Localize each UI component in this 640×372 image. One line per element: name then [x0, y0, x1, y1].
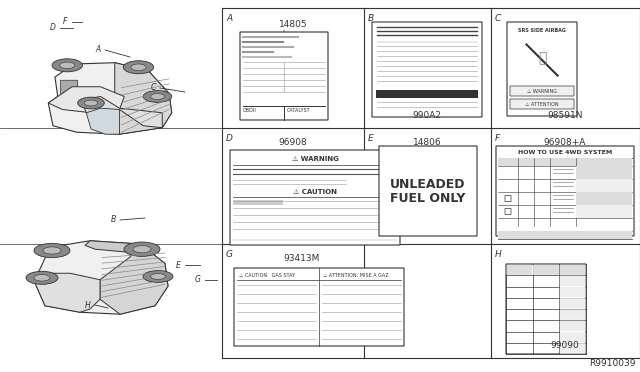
- Text: H: H: [495, 250, 502, 259]
- Text: B: B: [110, 215, 116, 224]
- FancyBboxPatch shape: [506, 264, 532, 275]
- Polygon shape: [48, 87, 124, 113]
- Text: F: F: [495, 134, 500, 143]
- Text: A: A: [95, 45, 100, 55]
- Ellipse shape: [131, 64, 146, 71]
- FancyBboxPatch shape: [233, 200, 283, 205]
- Text: CATALYST: CATALYST: [287, 108, 310, 112]
- Ellipse shape: [60, 62, 75, 68]
- Text: C: C: [150, 83, 156, 93]
- FancyBboxPatch shape: [234, 268, 404, 346]
- FancyBboxPatch shape: [372, 22, 482, 117]
- FancyBboxPatch shape: [576, 205, 632, 218]
- Text: 14805: 14805: [278, 20, 307, 29]
- FancyBboxPatch shape: [376, 90, 478, 98]
- FancyBboxPatch shape: [379, 146, 477, 236]
- Text: ⚠ ATTENTION: MISE A GAZ: ⚠ ATTENTION: MISE A GAZ: [323, 273, 388, 278]
- Text: D: D: [50, 23, 56, 32]
- Text: 99090: 99090: [550, 341, 579, 350]
- Text: 98591N: 98591N: [547, 111, 583, 120]
- Text: FUEL ONLY: FUEL ONLY: [390, 192, 466, 205]
- FancyBboxPatch shape: [510, 86, 574, 96]
- FancyBboxPatch shape: [560, 332, 586, 342]
- Text: E: E: [368, 134, 374, 143]
- Text: A: A: [226, 14, 232, 23]
- FancyBboxPatch shape: [240, 32, 328, 120]
- Polygon shape: [81, 96, 163, 128]
- FancyBboxPatch shape: [560, 298, 586, 308]
- Ellipse shape: [34, 243, 70, 258]
- Ellipse shape: [124, 61, 154, 74]
- Text: 14806: 14806: [413, 138, 442, 147]
- FancyBboxPatch shape: [560, 310, 586, 320]
- Text: R9910039: R9910039: [589, 359, 636, 368]
- Text: F: F: [63, 17, 67, 26]
- Ellipse shape: [150, 273, 166, 279]
- Text: ⚠ ATTENTION: ⚠ ATTENTION: [525, 102, 559, 106]
- Text: ⚠ WARNING: ⚠ WARNING: [292, 156, 339, 162]
- FancyBboxPatch shape: [506, 264, 586, 354]
- FancyBboxPatch shape: [560, 264, 586, 275]
- Ellipse shape: [124, 242, 160, 256]
- Ellipse shape: [150, 94, 164, 99]
- FancyBboxPatch shape: [230, 150, 400, 245]
- Text: 🚫: 🚫: [538, 51, 546, 65]
- Text: B: B: [368, 14, 374, 23]
- FancyBboxPatch shape: [510, 99, 574, 109]
- Ellipse shape: [52, 59, 83, 72]
- Text: 990A2: 990A2: [413, 111, 442, 120]
- Polygon shape: [100, 244, 168, 314]
- FancyBboxPatch shape: [61, 80, 77, 96]
- Ellipse shape: [84, 100, 98, 106]
- Ellipse shape: [77, 97, 104, 109]
- FancyBboxPatch shape: [496, 146, 634, 236]
- Text: H: H: [85, 301, 91, 310]
- Ellipse shape: [133, 246, 151, 253]
- Text: G: G: [195, 276, 201, 285]
- Text: ⚠ WARNING: ⚠ WARNING: [527, 89, 557, 93]
- FancyBboxPatch shape: [507, 22, 577, 116]
- Polygon shape: [48, 63, 172, 134]
- Text: D: D: [226, 134, 233, 143]
- Ellipse shape: [143, 271, 173, 282]
- Text: G: G: [226, 250, 233, 259]
- Text: 96908: 96908: [278, 138, 307, 147]
- Text: C: C: [495, 14, 501, 23]
- Ellipse shape: [26, 271, 58, 284]
- Polygon shape: [115, 63, 172, 134]
- FancyBboxPatch shape: [576, 166, 632, 179]
- Ellipse shape: [143, 91, 172, 102]
- FancyBboxPatch shape: [576, 179, 632, 192]
- FancyBboxPatch shape: [560, 343, 586, 353]
- Text: 93413M: 93413M: [284, 254, 320, 263]
- Text: HOW TO USE 4WD SYSTEM: HOW TO USE 4WD SYSTEM: [518, 151, 612, 155]
- FancyBboxPatch shape: [533, 264, 559, 275]
- FancyBboxPatch shape: [560, 287, 586, 297]
- Text: UNLEADED: UNLEADED: [390, 179, 466, 192]
- FancyBboxPatch shape: [560, 321, 586, 331]
- Text: 96908+A: 96908+A: [544, 138, 586, 147]
- Text: ⚠ CAUTION: ⚠ CAUTION: [293, 189, 337, 195]
- Text: ⚠ CAUTION   GAS STAY: ⚠ CAUTION GAS STAY: [239, 273, 295, 278]
- Text: E: E: [175, 260, 180, 269]
- Text: OBDII: OBDII: [243, 108, 257, 112]
- FancyBboxPatch shape: [560, 276, 586, 286]
- FancyBboxPatch shape: [498, 231, 632, 239]
- Ellipse shape: [34, 275, 50, 281]
- Ellipse shape: [43, 247, 61, 254]
- FancyBboxPatch shape: [498, 158, 632, 166]
- Polygon shape: [35, 273, 100, 312]
- Polygon shape: [86, 108, 120, 134]
- Polygon shape: [85, 241, 150, 254]
- Polygon shape: [35, 241, 168, 314]
- FancyBboxPatch shape: [576, 192, 632, 205]
- Text: SRS SIDE AIRBAG: SRS SIDE AIRBAG: [518, 28, 566, 32]
